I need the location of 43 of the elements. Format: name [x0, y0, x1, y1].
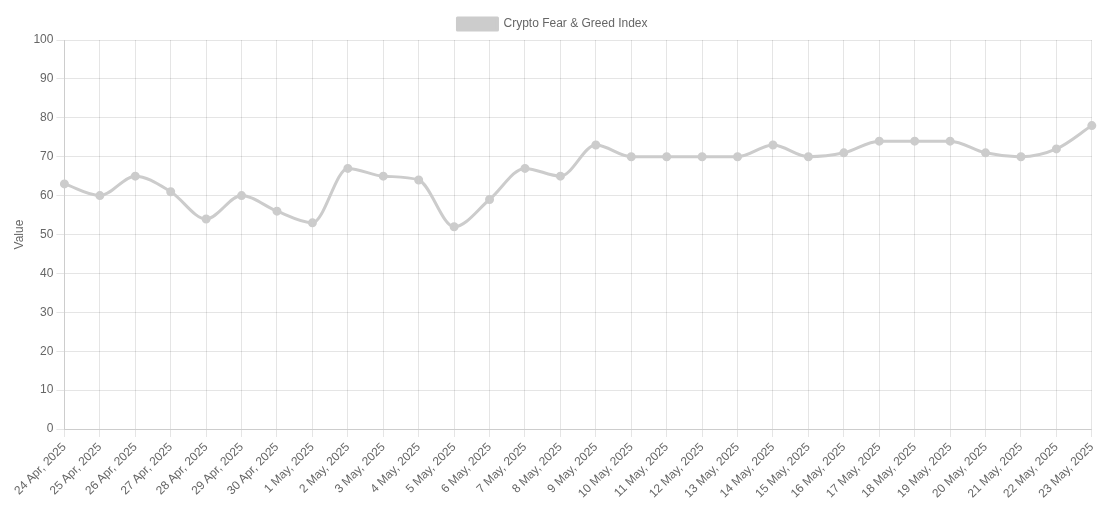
y-tick-label: 90 — [40, 71, 54, 86]
point — [733, 152, 743, 162]
point — [201, 214, 211, 224]
point — [910, 136, 920, 146]
y-tick-label: 60 — [40, 187, 54, 202]
y-tick-label: 20 — [40, 343, 54, 358]
y-tick-label: 70 — [40, 149, 54, 164]
point — [485, 195, 495, 204]
y-tick-label: 0 — [46, 421, 54, 436]
point — [591, 140, 601, 150]
point — [449, 222, 459, 232]
y-tick-label: 10 — [40, 382, 54, 397]
point — [59, 179, 69, 189]
point — [662, 152, 672, 162]
y-tick-label: 100 — [33, 32, 54, 47]
point — [237, 191, 247, 201]
point — [520, 163, 530, 173]
point — [166, 187, 176, 197]
point — [626, 152, 636, 162]
point — [803, 152, 813, 162]
point — [945, 136, 955, 146]
point — [343, 163, 353, 173]
point — [768, 140, 778, 150]
point — [272, 206, 282, 216]
y-tick-label: 50 — [40, 226, 54, 241]
point — [378, 171, 388, 181]
point — [1016, 152, 1026, 162]
point — [1051, 144, 1061, 154]
point — [697, 152, 707, 162]
point — [307, 218, 317, 228]
point — [555, 171, 565, 181]
point — [981, 148, 991, 158]
point — [130, 171, 140, 181]
point — [1087, 121, 1097, 131]
point — [874, 136, 884, 146]
legend-label: Crypto Fear & Greed Index — [503, 16, 648, 31]
point — [839, 148, 849, 158]
y-tick-label: 30 — [40, 304, 54, 319]
y-tick-label: 80 — [40, 110, 54, 125]
y-tick-label: 40 — [40, 265, 54, 280]
point — [414, 175, 424, 185]
point — [95, 191, 105, 201]
y-axis-title: Value — [11, 219, 26, 250]
